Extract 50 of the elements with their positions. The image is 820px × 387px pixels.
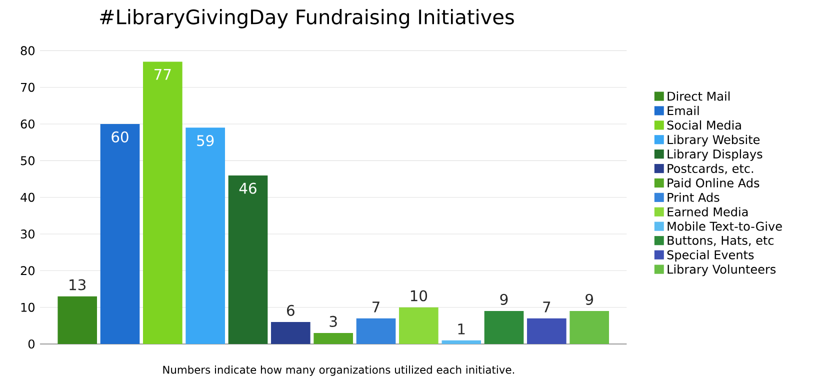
text: Numbers indicate how many organizations utilized each initiative. [163,366,514,376]
y-tick-label: 20 [20,266,34,276]
y-tick-label: 70 [21,82,34,92]
bar [100,124,140,344]
legend-label: Email [668,106,699,116]
y-tick-label: 50 [20,156,34,166]
y-tick-label: 40 [20,192,34,202]
data-label: 9 [500,294,508,306]
data-label: 3 [330,316,337,328]
bar [484,311,524,344]
bar [570,311,610,344]
chart-title: #LibraryGivingDay Fundraising Initiatives [100,9,514,28]
data-label: 1 [458,324,465,334]
data-label: 6 [287,305,294,316]
legend-label: Earned Media [668,207,748,217]
legend-label: Library Displays [668,149,762,162]
legend-label: Direct Mail [668,92,730,101]
data-label: 10 [410,290,428,302]
bar [143,62,182,344]
y-tick-label: 0 [28,340,34,349]
bar [314,333,354,344]
bar [228,175,268,344]
legend-label: Print Ads [668,192,720,202]
bar [442,340,482,344]
bar [527,318,566,344]
data-label: 59 [197,135,214,146]
y-tick-label: 30 [20,230,34,239]
y-tick-label: 60 [20,120,34,129]
data-label: 7 [543,302,550,312]
bar [271,322,310,344]
legend-label: Mobile Text-to-Give [668,222,782,231]
data-label: 77 [154,69,171,80]
data-label: 46 [239,182,256,194]
y-tick-label: 80 [20,46,34,56]
legend-label: Special Events [667,250,754,262]
data-label: 13 [70,279,86,290]
legend-label: Library Website [668,134,760,147]
data-label: 7 [372,302,380,312]
bar [58,296,98,344]
bar [186,128,226,344]
data-label: 9 [586,294,593,306]
bar [399,307,438,344]
y-tick-label: 10 [21,302,34,312]
data-label: 60 [112,132,128,143]
legend-label: Social Media [667,120,741,130]
bar [356,318,396,344]
legend-label: Buttons, Hats, etc [668,236,774,246]
legend-label: Postcards, etc. [668,164,754,174]
legend-label: Paid Online Ads [668,178,760,188]
legend-label: Library Volunteers [668,264,776,276]
